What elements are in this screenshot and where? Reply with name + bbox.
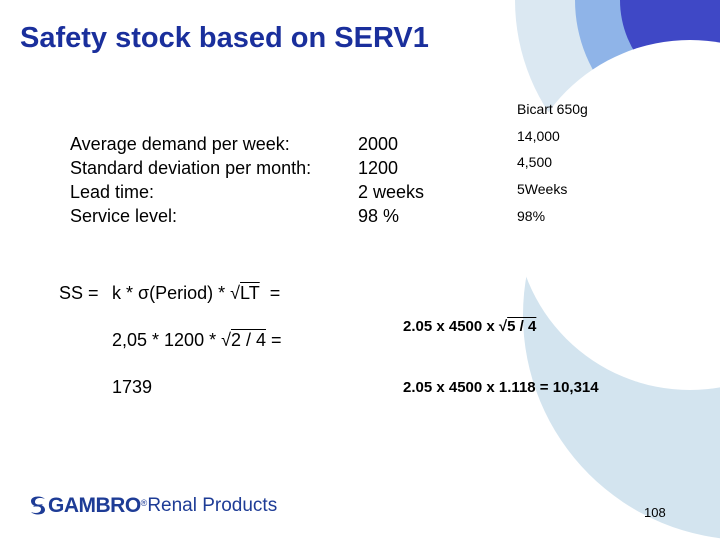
formula-prefix: SS =	[59, 283, 99, 303]
param-label-demand: Average demand per week:	[70, 134, 290, 154]
sqrt-icon: √	[221, 330, 231, 350]
product-value-leadtime: 5Weeks	[517, 181, 568, 197]
calc-right-result: 2.05 x 4500 x 1.118 = 10,314	[403, 379, 599, 396]
param-value-demand: 2000	[358, 134, 399, 154]
gambro-logo: GAMBRO ® Renal Products	[28, 488, 277, 524]
formula-radicand: LT	[240, 283, 260, 303]
param-value-leadtime: 2 weeks	[358, 182, 425, 202]
gambro-swirl-icon	[31, 496, 45, 515]
param-label-leadtime: Lead time:	[70, 182, 155, 202]
logo-brand: GAMBRO	[48, 494, 141, 517]
calc-left-result: 1739	[112, 377, 153, 397]
product-header: Bicart 650g	[517, 101, 588, 117]
param-value-stddev: 1200	[358, 158, 399, 178]
param-value-service: 98 %	[358, 206, 400, 226]
calc-left-line: 2,05 * 1200 * √2 / 4 =	[112, 330, 282, 350]
sqrt-icon: √	[230, 283, 241, 303]
page-number: 108	[644, 505, 666, 520]
product-value-stddev: 4,500	[517, 154, 553, 170]
logo-suffix: Renal Products	[147, 495, 278, 516]
param-label-stddev: Standard deviation per month:	[70, 158, 312, 178]
calc-right-radicand: 5 / 4	[507, 318, 537, 335]
logo-reg-mark: ®	[140, 498, 148, 508]
param-label-service: Service level:	[70, 206, 178, 226]
formula-expression: k * σ(Period) * √LT =	[112, 283, 281, 303]
calc-right-line: 2.05 x 4500 x √5 / 4	[403, 318, 537, 335]
product-value-demand: 14,000	[517, 128, 560, 144]
product-value-service: 98%	[517, 208, 546, 224]
calc-left-radicand: 2 / 4	[230, 330, 267, 350]
page-title: Safety stock based on SERV1	[20, 22, 429, 54]
sqrt-icon: √	[498, 318, 508, 335]
